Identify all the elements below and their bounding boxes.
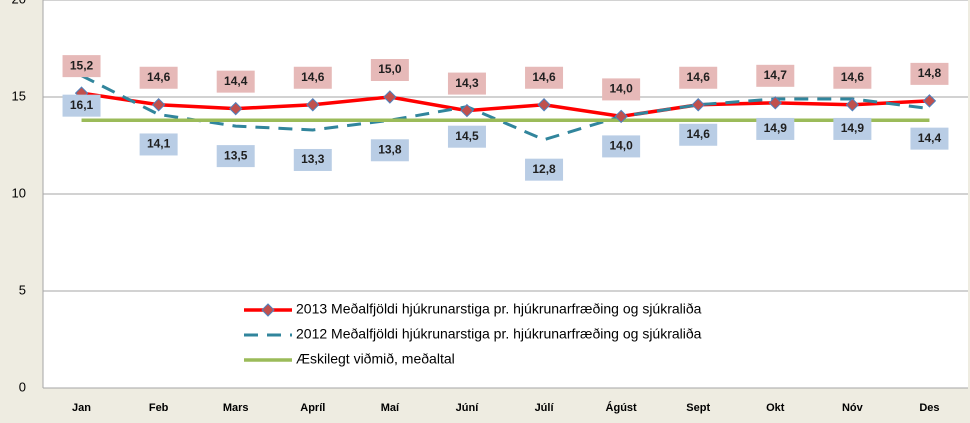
value-label: 14,6 (147, 70, 171, 84)
value-label: 14,3 (455, 76, 479, 90)
value-label: 14,9 (841, 121, 865, 135)
value-label: 14,0 (609, 82, 633, 96)
value-label-box (525, 158, 564, 181)
value-label: 14,6 (841, 70, 865, 84)
point-marker (922, 94, 937, 108)
value-label-box (370, 139, 409, 162)
point-marker (229, 101, 243, 116)
x-tick-label: Júlí (535, 402, 555, 414)
y-tick-label: 0 (19, 379, 26, 394)
x-tick-label: Jan (72, 402, 91, 414)
value-label: 15,0 (378, 62, 402, 76)
value-label-box (447, 72, 486, 95)
value-label-box (216, 145, 255, 168)
value-label-box (910, 127, 949, 150)
value-label: 14,4 (918, 131, 942, 145)
x-tick-label: Sept (686, 402, 710, 414)
value-label-box (833, 117, 872, 140)
value-label: 14,0 (609, 139, 633, 153)
value-label-box (447, 125, 486, 148)
value-label-box (679, 123, 718, 146)
point-marker (768, 96, 782, 110)
x-tick-label: Nóv (842, 402, 864, 414)
value-label-box (293, 148, 332, 171)
series-line (81, 91, 930, 119)
value-label-box (139, 133, 178, 156)
point-marker (383, 90, 397, 104)
point-marker (845, 98, 860, 112)
value-label-box (139, 66, 178, 89)
x-tick-label: Mars (223, 402, 249, 414)
point-marker (151, 98, 166, 112)
value-label-box (756, 117, 795, 140)
x-tick-label: Ágúst (606, 401, 638, 414)
value-label: 14,6 (301, 70, 325, 84)
value-label-box (293, 66, 332, 89)
series-line (80, 74, 930, 142)
x-tick-label: Júní (456, 402, 480, 414)
value-label-box (602, 78, 641, 101)
value-label: 14,1 (147, 137, 171, 151)
x-tick-label: Okt (766, 402, 785, 414)
y-tick-label: 10 (12, 185, 26, 200)
x-tick-label: Maí (381, 402, 400, 414)
value-label: 12,8 (532, 162, 556, 176)
legend-label: 2013 Meðalfjöldi hjúkrunarstiga pr. hjúk… (296, 301, 702, 317)
y-tick-label: 15 (12, 88, 26, 103)
value-label: 15,2 (70, 58, 94, 72)
y-tick-label: 20 (12, 0, 26, 6)
value-label-box (370, 59, 409, 81)
value-label: 14,6 (687, 70, 711, 84)
value-label: 14,9 (764, 121, 788, 135)
value-label: 14,6 (687, 127, 711, 141)
value-label-box (833, 66, 872, 89)
value-label-box (910, 62, 949, 85)
value-label: 14,6 (532, 70, 556, 84)
x-tick-label: Des (919, 402, 939, 414)
value-label-box (62, 55, 101, 78)
legend-label: Æskilegt viðmið, meðaltal (296, 351, 455, 367)
value-label: 14,4 (224, 74, 248, 88)
value-label-box (679, 66, 718, 89)
x-tick-label: Feb (149, 402, 169, 414)
point-marker (306, 98, 320, 112)
value-label: 13,8 (378, 142, 402, 156)
legend-label: 2012 Meðalfjöldi hjúkrunarstiga pr. hjúk… (296, 326, 702, 342)
legend-box (236, 292, 846, 380)
value-label-box (756, 64, 795, 87)
value-label: 14,5 (455, 129, 479, 143)
point-marker (691, 98, 705, 112)
value-label: 14,7 (764, 68, 788, 82)
value-label: 13,3 (301, 152, 325, 166)
y-tick-label: 5 (19, 282, 26, 297)
value-label: 16,1 (70, 98, 94, 112)
x-tick-label: Apríl (300, 402, 325, 414)
value-label: 13,5 (224, 148, 248, 162)
value-label: 14,8 (918, 66, 942, 80)
point-marker (614, 109, 628, 124)
value-label-box (216, 70, 255, 93)
value-label-box (525, 66, 564, 89)
value-label-box (602, 135, 641, 158)
value-label-box (62, 94, 101, 117)
point-marker (537, 98, 551, 112)
point-marker (460, 103, 474, 118)
legend-marker (261, 303, 275, 317)
